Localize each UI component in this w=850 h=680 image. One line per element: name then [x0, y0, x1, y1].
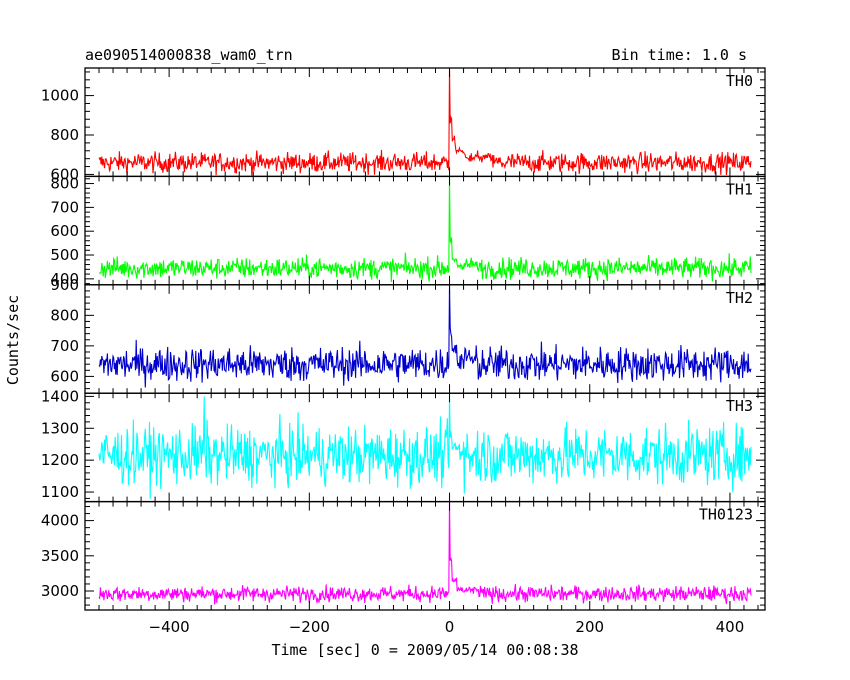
panel-th3: TH3 1100 1200 1300 1400 [41, 387, 766, 503]
x-tick-label: −200 [289, 618, 330, 636]
x-tick-label: 400 [716, 618, 745, 636]
panel-th1: TH1 400 500 600 700 800 [50, 175, 766, 288]
panel-label: TH2 [726, 289, 753, 307]
y-tick-label: 1300 [41, 419, 79, 437]
y-tick-label: 500 [50, 246, 79, 264]
panel-label: TH3 [726, 397, 753, 415]
y-tick-label: 800 [50, 175, 79, 193]
panel-label: TH0123 [699, 506, 753, 524]
panel-th0: TH0 600 800 1000 [41, 67, 766, 183]
y-tick-label: 800 [50, 126, 79, 144]
x-tick-label: 0 [445, 618, 455, 636]
series-line-th0 [98, 68, 752, 176]
x-axis-label: Time [sec] 0 = 2009/05/14 00:08:38 [271, 641, 578, 659]
panels-group: TH06008001000TH1400500600700800TH2600700… [41, 67, 766, 636]
y-tick-label: 800 [50, 306, 79, 324]
y-tick-label: 1200 [41, 451, 79, 469]
y-tick-label: 4000 [41, 512, 79, 530]
y-tick-label: 1100 [41, 483, 79, 501]
x-tick-label: −400 [149, 618, 190, 636]
series-line-th0123 [98, 502, 752, 605]
panel-label: TH0 [726, 72, 753, 90]
x-tick-label: 200 [575, 618, 604, 636]
chart-title: ae090514000838_wam0_trn [85, 46, 293, 64]
panel-label: TH1 [726, 180, 753, 198]
y-tick-label: 600 [50, 367, 79, 385]
series-line-th3 [98, 396, 752, 499]
y-tick-label: 3000 [41, 582, 79, 600]
y-tick-label: 900 [50, 276, 79, 294]
y-tick-label: 1400 [41, 387, 79, 405]
panel-th2: TH2 600 700 800 900 [50, 276, 766, 394]
y-axis-label: Counts/sec [4, 295, 22, 385]
y-tick-label: 700 [50, 337, 79, 355]
y-tick-label: 600 [50, 165, 79, 183]
y-tick-label: 600 [50, 222, 79, 240]
series-line-th1 [99, 176, 752, 283]
series-line-th2 [98, 285, 752, 388]
y-tick-label: 3500 [41, 547, 79, 565]
y-tick-label: 700 [50, 198, 79, 216]
panel-th0123: TH0123 3000 3500 4000 [41, 500, 766, 611]
y-tick-label: 1000 [41, 87, 79, 105]
bin-time-label: Bin time: 1.0 s [612, 46, 747, 64]
y-tick-label: 400 [50, 270, 79, 288]
